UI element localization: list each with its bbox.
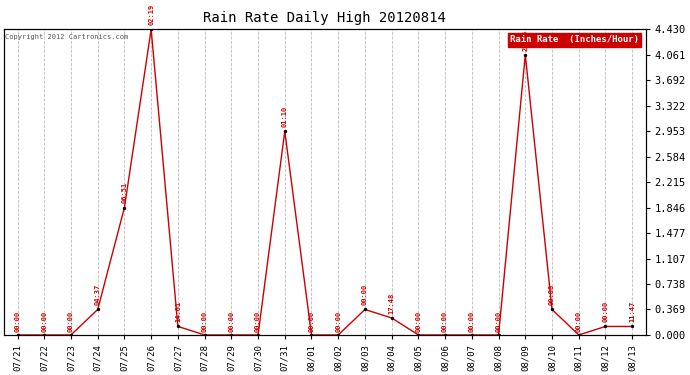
Text: Copyright 2012 Cartronics.com: Copyright 2012 Cartronics.com — [6, 34, 129, 40]
Text: 00:00: 00:00 — [68, 311, 74, 332]
Point — [493, 332, 504, 338]
Point — [466, 332, 477, 338]
Point — [627, 324, 638, 330]
Text: 00:00: 00:00 — [14, 311, 21, 332]
Text: 06:51: 06:51 — [121, 182, 128, 204]
Text: 00:00: 00:00 — [362, 284, 368, 305]
Point — [39, 332, 50, 338]
Point — [413, 332, 424, 338]
Point — [440, 332, 451, 338]
Point — [306, 332, 317, 338]
Text: 00:00: 00:00 — [228, 311, 235, 332]
Point — [226, 332, 237, 338]
Text: 00:00: 00:00 — [41, 311, 47, 332]
Text: 23:55: 23:55 — [522, 29, 529, 51]
Point — [199, 332, 210, 338]
Point — [119, 205, 130, 211]
Text: 00:00: 00:00 — [442, 311, 448, 332]
Text: 01:10: 01:10 — [282, 106, 288, 127]
Point — [146, 26, 157, 32]
Point — [600, 324, 611, 330]
Point — [253, 332, 264, 338]
Text: 14:01: 14:01 — [175, 301, 181, 322]
Text: 17:48: 17:48 — [388, 292, 395, 314]
Point — [172, 324, 184, 330]
Point — [12, 332, 23, 338]
Text: 00:00: 00:00 — [602, 301, 609, 322]
Point — [573, 332, 584, 338]
Text: 02:19: 02:19 — [148, 4, 154, 25]
Text: 00:00: 00:00 — [201, 311, 208, 332]
Text: 11:47: 11:47 — [629, 301, 635, 322]
Text: 00:00: 00:00 — [549, 284, 555, 305]
Point — [546, 306, 558, 312]
Text: 00:00: 00:00 — [308, 311, 315, 332]
Text: Rain Rate  (Inches/Hour): Rain Rate (Inches/Hour) — [510, 36, 639, 45]
Text: 00:00: 00:00 — [575, 311, 582, 332]
Point — [66, 332, 77, 338]
Point — [520, 52, 531, 58]
Point — [279, 128, 290, 134]
Text: 00:00: 00:00 — [415, 311, 422, 332]
Text: 00:00: 00:00 — [495, 311, 502, 332]
Point — [359, 306, 371, 312]
Text: 00:00: 00:00 — [469, 311, 475, 332]
Point — [386, 315, 397, 321]
Point — [333, 332, 344, 338]
Text: 04:37: 04:37 — [95, 284, 101, 305]
Point — [92, 306, 104, 312]
Text: 00:00: 00:00 — [255, 311, 261, 332]
Title: Rain Rate Daily High 20120814: Rain Rate Daily High 20120814 — [204, 11, 446, 26]
Text: 00:00: 00:00 — [335, 311, 342, 332]
